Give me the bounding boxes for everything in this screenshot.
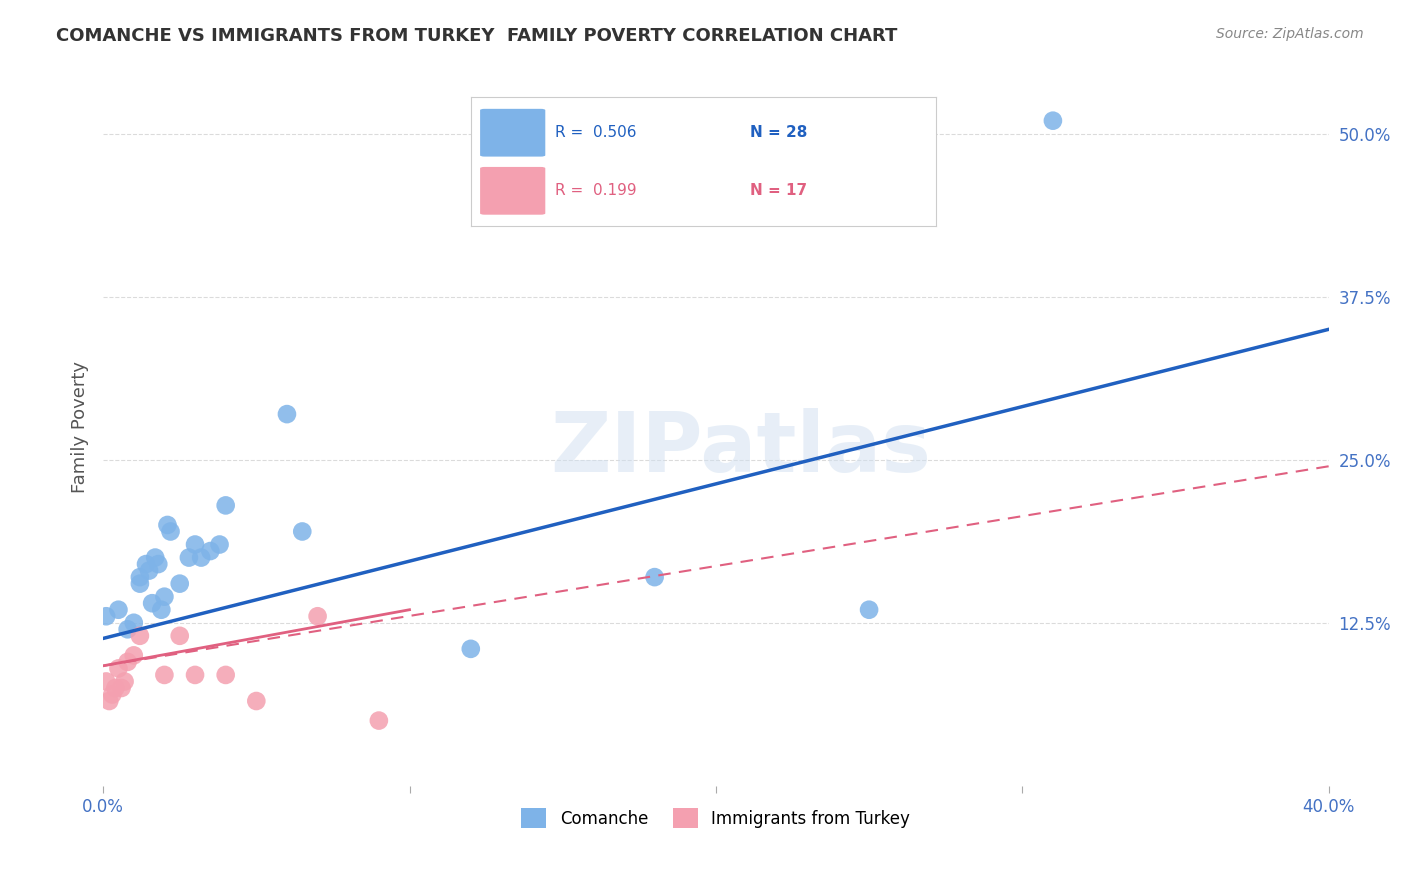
Point (307, 609, 329, 624)
Point (200, 544, 222, 558)
Text: ZIPatlas: ZIPatlas (550, 409, 931, 489)
Point (858, 603, 880, 617)
Point (159, 524, 181, 539)
Point (148, 557, 170, 571)
Point (141, 596, 163, 610)
Text: Source: ZipAtlas.com: Source: ZipAtlas.com (1216, 27, 1364, 41)
Point (156, 518, 179, 533)
Point (190, 550, 212, 565)
Point (460, 641, 482, 656)
Point (138, 564, 160, 578)
Point (150, 603, 173, 617)
Point (276, 407, 298, 421)
Point (143, 550, 166, 565)
Point (644, 570, 666, 584)
Point (107, 661, 129, 675)
Point (153, 668, 176, 682)
Point (107, 603, 129, 617)
Point (135, 557, 157, 571)
Point (177, 550, 200, 565)
Point (114, 674, 136, 689)
Text: COMANCHE VS IMMIGRANTS FROM TURKEY  FAMILY POVERTY CORRELATION CHART: COMANCHE VS IMMIGRANTS FROM TURKEY FAMIL… (56, 27, 897, 45)
Point (184, 668, 207, 682)
Point (98, 694, 121, 708)
Y-axis label: Family Poverty: Family Poverty (72, 361, 89, 493)
Point (117, 622, 139, 636)
Point (184, 537, 207, 551)
Point (104, 681, 127, 695)
Point (96, 609, 118, 624)
Point (122, 648, 145, 663)
Point (245, 694, 267, 708)
Point (208, 537, 231, 551)
Point (117, 655, 139, 669)
Point (291, 524, 314, 539)
Point (101, 688, 124, 702)
Point (215, 499, 238, 513)
Point (122, 615, 145, 630)
Point (128, 629, 150, 643)
Legend: Comanche, Immigrants from Turkey: Comanche, Immigrants from Turkey (515, 801, 917, 835)
Point (1042, 113, 1064, 128)
Point (96, 674, 118, 689)
Point (128, 576, 150, 591)
Point (128, 570, 150, 584)
Point (169, 629, 191, 643)
Point (110, 681, 132, 695)
Point (153, 590, 176, 604)
Point (367, 714, 389, 728)
Point (215, 668, 238, 682)
Point (169, 576, 191, 591)
